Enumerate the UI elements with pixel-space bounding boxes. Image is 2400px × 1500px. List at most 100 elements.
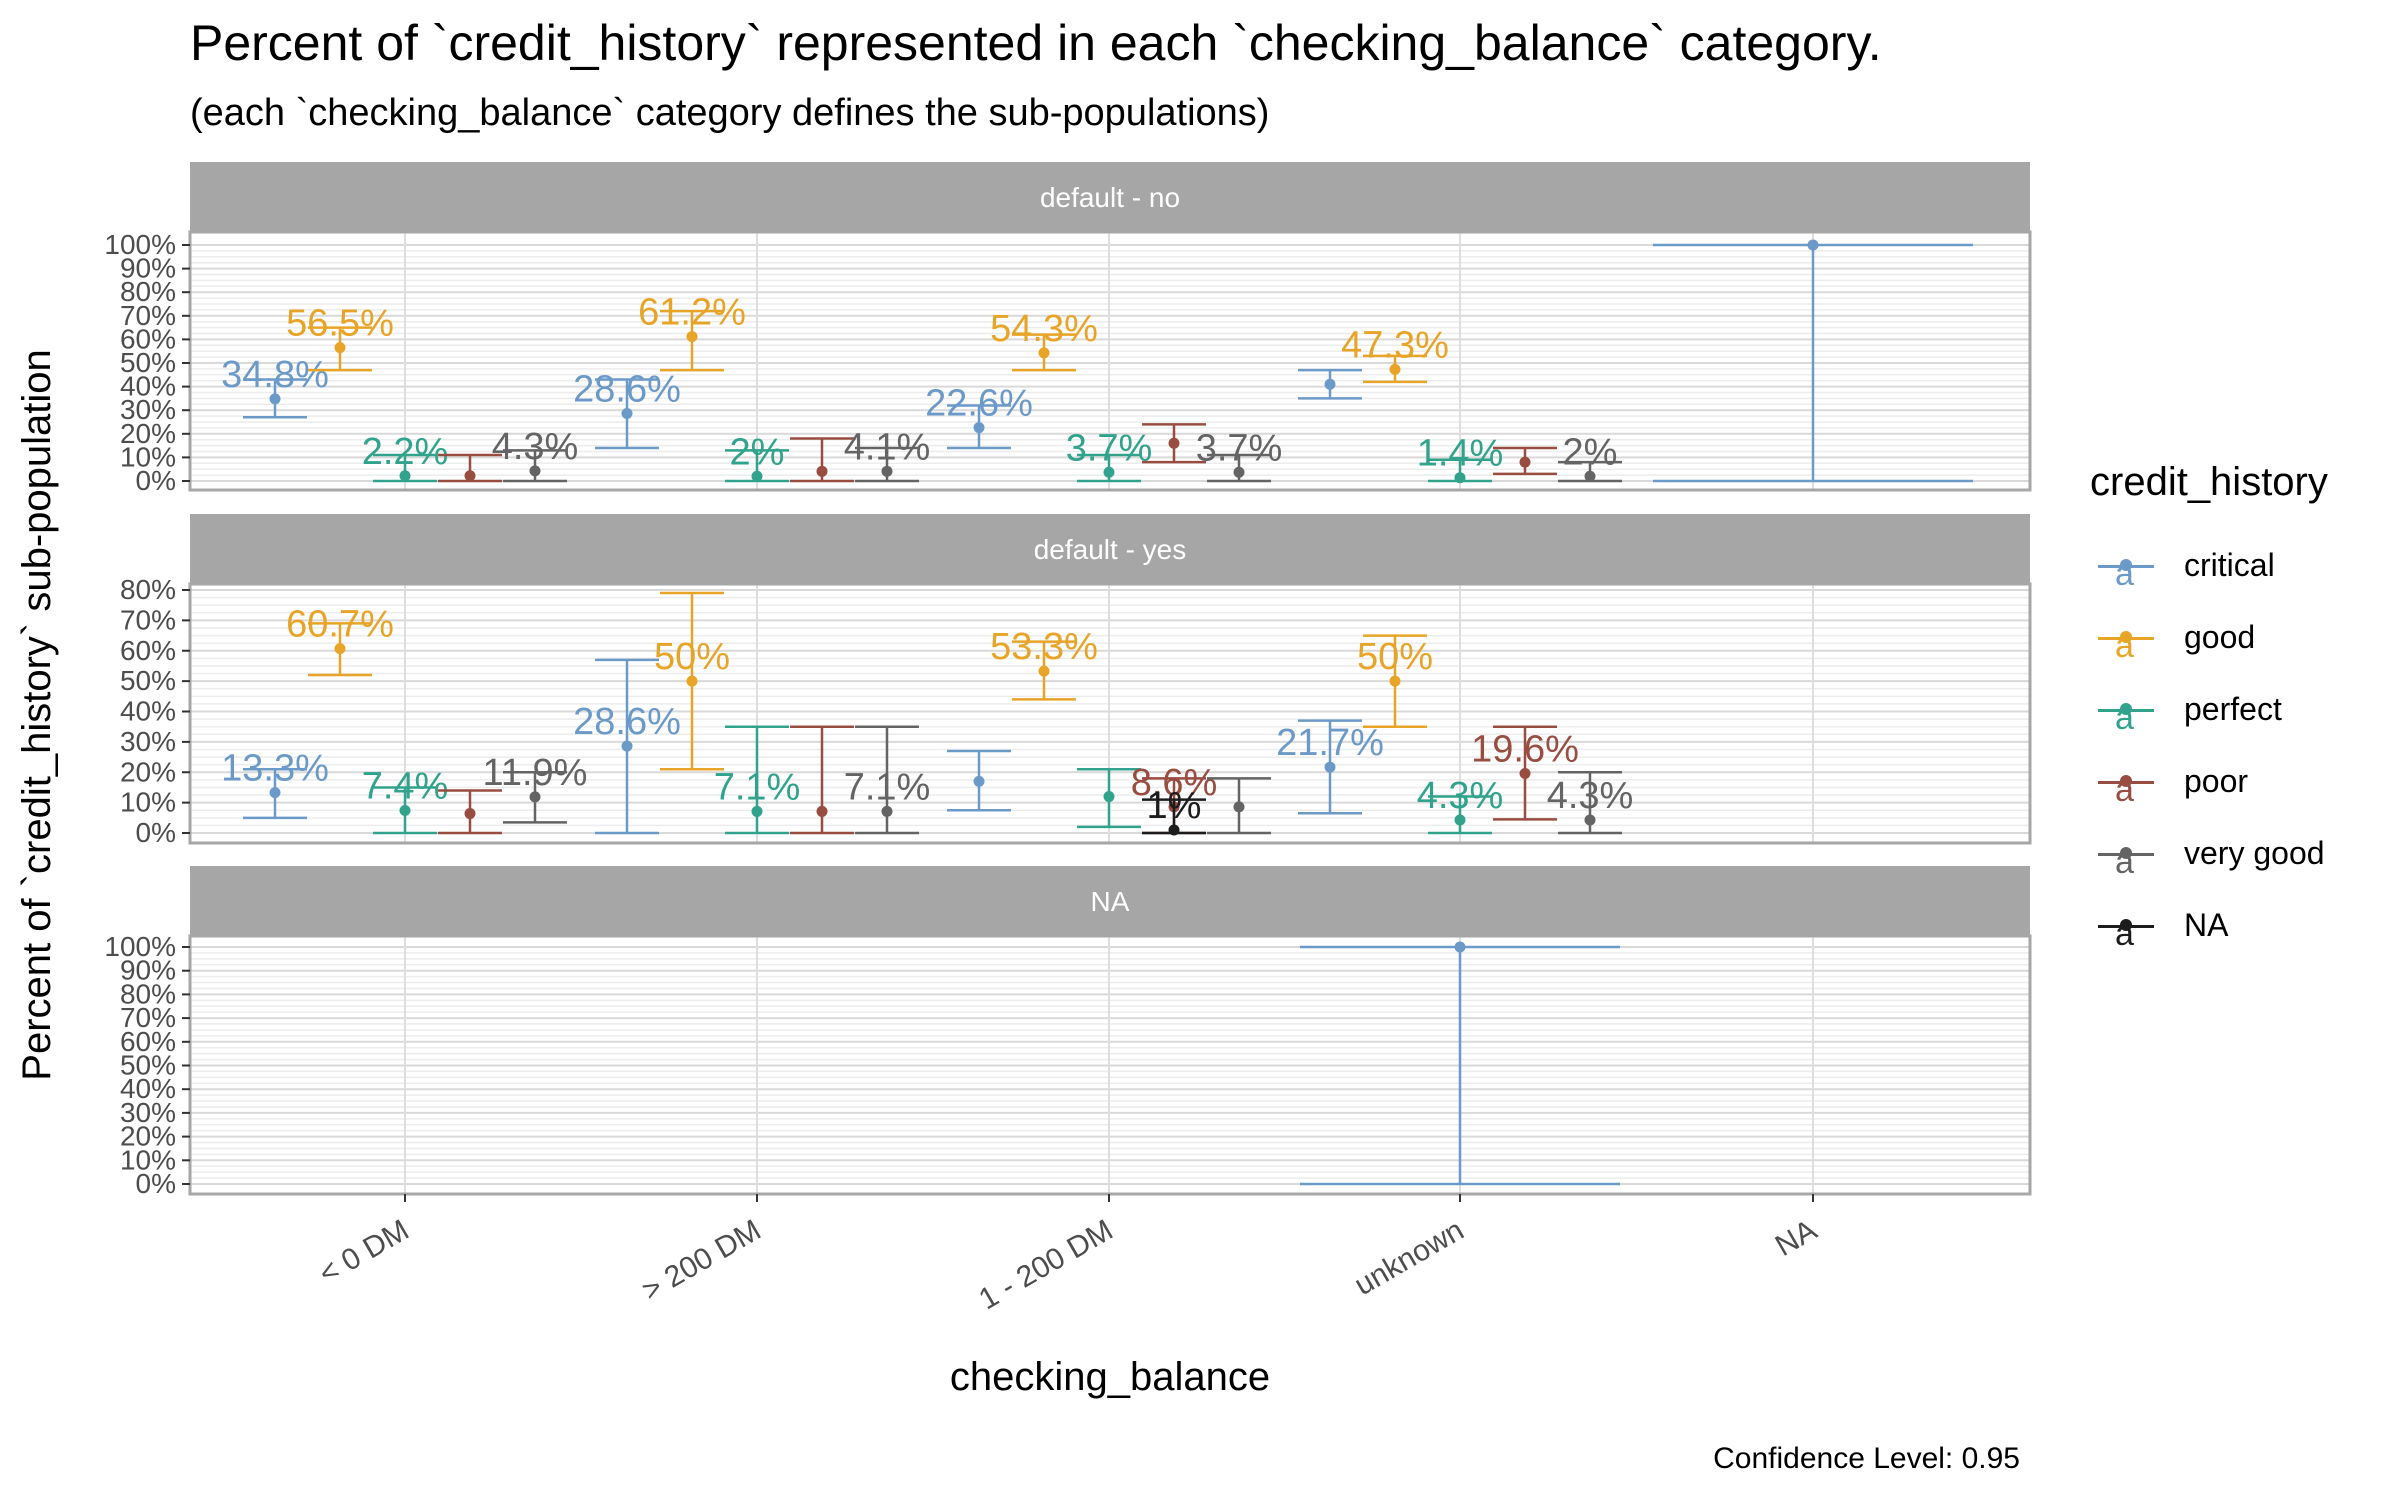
- data-label: 4.1%: [844, 426, 931, 468]
- legend-key: a: [2090, 905, 2162, 951]
- y-tick-label: 70%: [120, 1002, 176, 1033]
- legend-item: a NA: [2090, 889, 2328, 961]
- data-point: [816, 465, 828, 477]
- legend-key-point: [2120, 559, 2132, 571]
- x-tick-label: NA: [1770, 1213, 1823, 1262]
- y-tick-label: 40%: [120, 696, 176, 727]
- legend-label: critical: [2184, 546, 2275, 583]
- facet-strip: [190, 514, 2030, 584]
- data-point: [464, 808, 476, 820]
- data-label: 3.7%: [1196, 427, 1283, 469]
- data-point: [1038, 347, 1050, 359]
- y-tick-label: 20%: [120, 418, 176, 449]
- x-tick-label: < 0 DM: [314, 1213, 415, 1290]
- data-label: 4.3%: [492, 426, 579, 468]
- x-axis-title: checking_balance: [950, 1355, 1270, 1399]
- legend-key: a: [2090, 761, 2162, 807]
- legend-item: a critical: [2090, 529, 2328, 601]
- chart-title: Percent of `credit_history` represented …: [190, 15, 1882, 71]
- data-point: [1168, 437, 1180, 449]
- y-tick-label: 70%: [120, 300, 176, 331]
- legend-key-point: [2120, 631, 2132, 643]
- legend-key: a: [2090, 545, 2162, 591]
- data-label: 11.9%: [483, 752, 588, 794]
- panel-border: [188, 230, 2032, 492]
- legend-item: a perfect: [2090, 673, 2328, 745]
- legend-key-point: [2120, 775, 2132, 787]
- data-label: 8.6%: [1131, 762, 1218, 804]
- facet-strip-label: default - no: [1040, 182, 1180, 213]
- y-tick-label: 50%: [120, 347, 176, 378]
- y-axis-title: Percent of `credit_history` sub-populati…: [15, 349, 59, 1080]
- x-tick-label: 1 - 200 DM: [973, 1213, 1118, 1316]
- data-label: 1%: [1147, 785, 1202, 827]
- data-label: 54.3%: [990, 308, 1098, 350]
- data-label: 34.8%: [221, 354, 329, 396]
- data-label: 3.7%: [1066, 427, 1153, 469]
- y-tick-label: 20%: [120, 756, 176, 787]
- data-point: [1103, 466, 1115, 478]
- data-point: [1454, 941, 1466, 953]
- data-label: 7.1%: [844, 766, 931, 808]
- y-tick-label: 20%: [120, 1121, 176, 1152]
- data-label: 60.7%: [286, 604, 394, 646]
- y-tick-label: 0%: [136, 1168, 176, 1199]
- data-point: [973, 775, 985, 787]
- data-point: [399, 805, 411, 817]
- data-point: [269, 393, 281, 405]
- data-point: [1389, 675, 1401, 687]
- data-point: [1233, 801, 1245, 813]
- y-tick-label: 10%: [120, 787, 176, 818]
- data-point: [621, 408, 633, 420]
- data-point: [973, 422, 985, 434]
- legend: credit_history a critical a good a perfect a po…: [2090, 460, 2328, 961]
- confidence-caption: Confidence Level: 0.95: [1713, 1442, 2020, 1475]
- chart-subtitle: (each `checking_balance` category define…: [190, 92, 1270, 134]
- data-point: [334, 342, 346, 354]
- y-tick-label: 100%: [104, 931, 176, 962]
- data-label: 7.4%: [362, 766, 449, 808]
- data-label: 2.2%: [362, 431, 449, 473]
- data-label: 19.6%: [1471, 728, 1579, 770]
- y-tick-label: 0%: [136, 465, 176, 496]
- y-tick-label: 30%: [120, 726, 176, 757]
- legend-label: good: [2184, 618, 2256, 655]
- data-point: [1233, 466, 1245, 478]
- data-label: 56.5%: [286, 303, 394, 345]
- data-point: [1519, 456, 1531, 468]
- data-point: [621, 740, 633, 752]
- legend-label: poor: [2184, 762, 2249, 799]
- legend-key: a: [2090, 833, 2162, 879]
- data-label: 2%: [1563, 431, 1618, 473]
- y-tick-label: 100%: [104, 229, 176, 260]
- y-tick-label: 50%: [120, 665, 176, 696]
- data-point: [1389, 363, 1401, 375]
- data-label: 50%: [654, 636, 730, 678]
- data-point: [1038, 665, 1050, 677]
- legend-key-point: [2120, 919, 2132, 931]
- data-label: 28.6%: [573, 369, 681, 411]
- data-point: [529, 465, 541, 477]
- legend-item: a good: [2090, 601, 2328, 673]
- y-tick-label: 80%: [120, 978, 176, 1009]
- legend-label: NA: [2184, 906, 2229, 943]
- legend-label: perfect: [2184, 690, 2282, 727]
- data-point: [464, 470, 476, 482]
- data-label: 13.3%: [221, 748, 329, 790]
- data-point: [269, 787, 281, 799]
- legend-item: a poor: [2090, 745, 2328, 817]
- data-point: [1584, 814, 1596, 826]
- facet-strip-label: default - yes: [1034, 534, 1187, 565]
- data-label: 4.3%: [1417, 775, 1504, 817]
- data-label: 7.1%: [714, 766, 801, 808]
- data-label: 53.3%: [990, 626, 1098, 668]
- legend-key: a: [2090, 617, 2162, 663]
- data-label: 61.2%: [638, 292, 746, 334]
- data-point: [529, 791, 541, 803]
- y-tick-label: 80%: [120, 574, 176, 605]
- y-tick-label: 40%: [120, 1073, 176, 1104]
- facet-strip: [190, 866, 2030, 936]
- data-label: 21.7%: [1276, 722, 1384, 764]
- y-tick-label: 50%: [120, 1050, 176, 1081]
